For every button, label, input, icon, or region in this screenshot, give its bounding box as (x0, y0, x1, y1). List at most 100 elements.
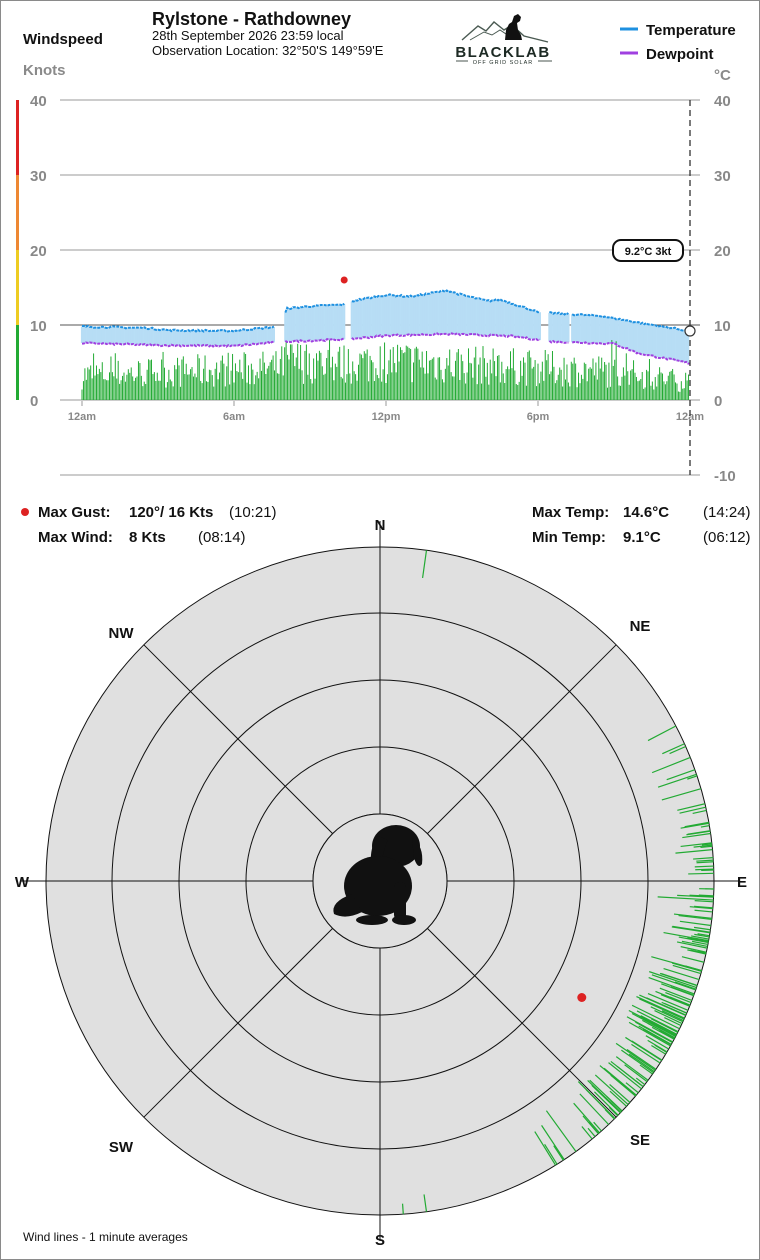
wind-direction-line (608, 1062, 642, 1090)
wind-direction-line (421, 550, 428, 579)
temp-tick-label: 10 (714, 318, 731, 335)
wind-direction-line (553, 1145, 564, 1161)
wind-direction-line (690, 949, 707, 955)
wind-direction-line (615, 1042, 656, 1071)
wind-direction-line (663, 968, 700, 981)
wind-direction-line (670, 986, 695, 996)
wind-direction-line (541, 1125, 565, 1160)
wind-direction-line (609, 1090, 627, 1107)
temp-tick-label: 0 (714, 393, 722, 410)
station-title: Rylstone - Rathdowney (152, 9, 351, 29)
logo-wordmark: BLACKLAB (455, 44, 550, 61)
wind-direction-line (616, 1065, 644, 1088)
wind-direction-line (693, 937, 709, 942)
wind-direction-line (615, 1056, 649, 1081)
wind-direction-line (653, 1022, 677, 1036)
wind-direction-line (684, 821, 709, 828)
max-gust-value: 120°/ 16 Kts (129, 504, 213, 521)
wind-direction-line (593, 1091, 619, 1116)
wind-direction-line (696, 859, 714, 862)
wind-direction-line (697, 933, 710, 937)
wind-direction-line (692, 809, 707, 815)
wind-direction-line (678, 936, 709, 944)
wind-direction-line (672, 925, 711, 933)
min-temp-value: 9.1°C (623, 529, 661, 546)
wind-direction-line (648, 976, 695, 995)
wind-direction-line (674, 981, 697, 990)
wind-direction-line (631, 1004, 680, 1030)
wind-direction-line (628, 1053, 655, 1073)
wind-direction-line (687, 775, 698, 780)
wind-tick-label: 30 (30, 168, 47, 185)
wind-direction-line (691, 940, 709, 946)
wind-direction-line (591, 1084, 621, 1114)
wind-direction-line (631, 1043, 661, 1064)
wind-direction-line (587, 1127, 596, 1137)
wind-direction-line (695, 868, 714, 871)
wind-direction-line (691, 935, 710, 940)
wind-direction-line (686, 830, 711, 836)
compass-label-ne: NE (630, 618, 651, 635)
temp-tick-label: -10 (714, 468, 736, 485)
wind-direction-line (581, 1126, 593, 1140)
max-gust-label: Max Gust: (38, 504, 111, 521)
wind-direction-line (624, 1064, 648, 1083)
wind-direction-line (651, 1026, 675, 1040)
wind-direction-line (679, 806, 706, 814)
polar-spoke (427, 928, 617, 1118)
wind-direction-line (661, 788, 702, 801)
wind-direction-line (700, 825, 710, 828)
wind-direction-line (544, 1144, 558, 1165)
wind-direction-line (675, 849, 713, 854)
wind-direction-line (700, 845, 713, 849)
wind-direction-line (639, 1015, 677, 1037)
polar-gust-marker (577, 993, 587, 1002)
wind-direction-line (643, 1048, 663, 1061)
wind-direction-line (664, 1002, 687, 1014)
wind-direction-lines (401, 550, 714, 1215)
wind-tick-label: 20 (30, 243, 47, 260)
wind-direction-line (664, 1017, 682, 1027)
time-tick-label: 12am (676, 411, 704, 423)
wind-tick-label: 0 (30, 393, 38, 410)
wind-tick-label: 40 (30, 93, 47, 110)
wind-direction-line (651, 956, 702, 972)
compass-label-nw: NW (109, 625, 135, 642)
chart-markers: 9.2°C 3kt (340, 100, 696, 475)
wind-direction-line (638, 1025, 672, 1045)
wind-direction-line (679, 920, 712, 927)
wind-direction-line (693, 857, 714, 860)
wind-direction-line (688, 872, 714, 875)
wind-direction-line (665, 991, 692, 1004)
wind-direction-line (646, 997, 687, 1016)
wind-direction-line (694, 909, 713, 913)
knots-axis-label: Knots (23, 62, 66, 79)
max-wind-time: (08:14) (198, 529, 246, 546)
wind-direction-line (651, 756, 691, 774)
wind-direction-line (423, 1194, 428, 1212)
legend-temperature-label: Temperature (646, 22, 736, 39)
wind-direction-line (657, 896, 714, 901)
wind-direction-line (676, 941, 708, 949)
wind-direction-line (694, 905, 713, 909)
compass-label-s: S (375, 1232, 385, 1249)
wind-direction-line (696, 861, 714, 864)
wind-direction-line (588, 1121, 600, 1134)
wind-direction-line (701, 843, 712, 846)
wind-direction-line (680, 822, 710, 829)
wind-direction-line (654, 1010, 683, 1025)
wind-direction-line (639, 998, 685, 1020)
wind-direction-line (644, 1019, 676, 1037)
wind-direction-line (689, 906, 713, 910)
wind-direction-line (579, 1093, 610, 1125)
wind-direction-line (589, 1079, 623, 1112)
current-reading-label: 9.2°C 3kt (625, 246, 672, 258)
wind-direction-line (651, 974, 696, 991)
wind-direction-line (681, 940, 708, 948)
wind-direction-line (625, 1082, 639, 1094)
wind-direction-line (694, 865, 714, 868)
legend: Temperature Dewpoint (620, 22, 736, 63)
wind-direction-line (687, 937, 709, 943)
wind-direction-line (647, 992, 689, 1011)
wind-direction-line (645, 1035, 669, 1050)
